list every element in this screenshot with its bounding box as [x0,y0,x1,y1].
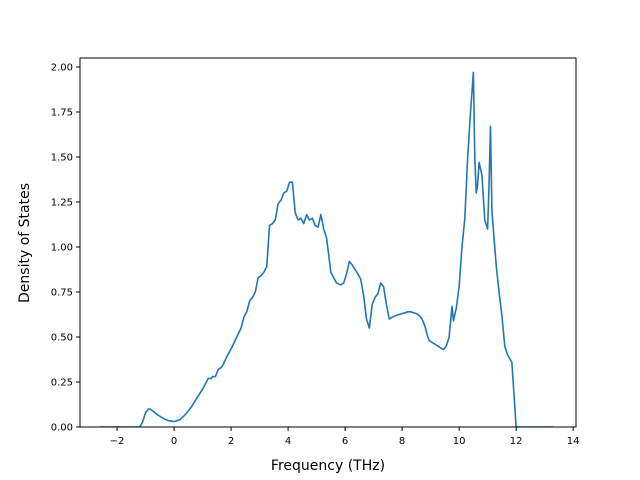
dos-series-line [99,71,554,427]
y-tick-label: 0.00 [51,423,73,434]
x-tick-label: 10 [453,436,466,447]
x-tick-label: 4 [285,436,291,447]
x-axis-label: Frequency (THz) [271,458,385,474]
x-tick-label: 12 [510,436,523,447]
plot-area [99,71,554,427]
y-axis-label: Density of States [17,183,33,303]
y-tick-label: 1.50 [51,153,73,164]
axes-frame [79,57,577,428]
x-tick-label: 6 [342,436,348,447]
y-tick-label: 0.25 [51,378,73,389]
x-tick-label: 14 [567,436,580,447]
axes: −2 0 2 4 6 8 10 12 14 0.00 0.25 0.50 0.75 1.00 1.25 1.5… [51,57,580,447]
y-tick-label: 1.75 [51,108,73,119]
y-tick-label: 1.00 [51,243,73,254]
y-tick-label: 1.25 [51,198,73,209]
y-tick-label: 0.50 [51,333,73,344]
y-tick-label: 0.75 [51,288,73,299]
x-tick-label: −2 [110,436,125,447]
x-tick-label: 8 [399,436,405,447]
x-tick-label: 0 [171,436,177,447]
x-tick-label: 2 [228,436,234,447]
y-tick-label: 2.00 [51,63,73,74]
